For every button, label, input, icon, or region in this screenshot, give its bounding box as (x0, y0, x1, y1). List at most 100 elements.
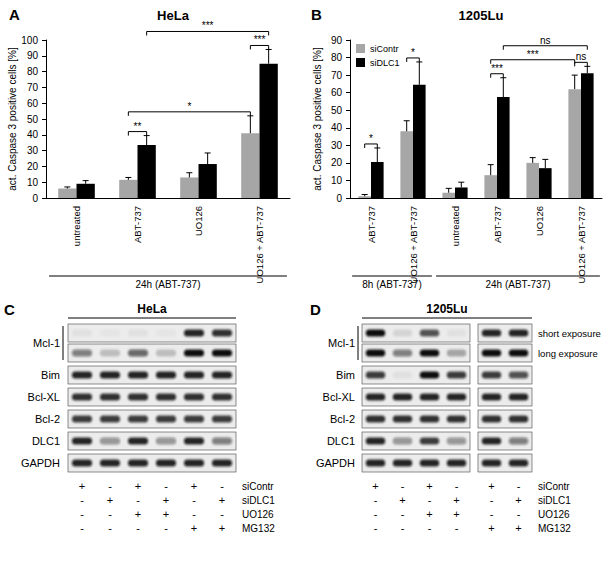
svg-text:ABT-737: ABT-737 (132, 206, 143, 243)
svg-text:UO126 + ABT-737: UO126 + ABT-737 (576, 206, 587, 283)
svg-text:UO126 + ABT-737: UO126 + ABT-737 (254, 206, 265, 283)
svg-text:30: 30 (27, 145, 39, 156)
svg-text:siDLC1: siDLC1 (538, 495, 571, 506)
svg-text:-: - (164, 522, 168, 534)
svg-text:siContr: siContr (538, 481, 570, 492)
svg-text:+: + (107, 494, 113, 506)
svg-text:-: - (401, 522, 405, 534)
svg-text:90: 90 (331, 35, 343, 46)
svg-text:-: - (220, 480, 224, 492)
svg-text:-: - (401, 480, 405, 492)
svg-text:+: + (135, 508, 141, 520)
svg-text:1205Lu: 1205Lu (459, 8, 504, 23)
svg-text:short exposure: short exposure (538, 328, 601, 339)
svg-text:-: - (136, 494, 140, 506)
svg-text:siContr: siContr (242, 481, 274, 492)
svg-text:-: - (401, 508, 405, 520)
svg-text:24h (ABT-737): 24h (ABT-737) (135, 279, 200, 290)
svg-text:***: *** (254, 34, 266, 45)
svg-text:A: A (9, 6, 20, 23)
svg-text:***: *** (202, 20, 214, 31)
svg-text:GAPDH: GAPDH (316, 457, 355, 469)
svg-text:1205Lu: 1205Lu (426, 302, 467, 316)
svg-text:Bim: Bim (336, 369, 355, 381)
svg-text:act. Caspase 3 positive cells: act. Caspase 3 positive cells [%] (7, 47, 18, 191)
svg-text:-: - (220, 508, 224, 520)
svg-text:DLC1: DLC1 (32, 435, 60, 447)
svg-text:20: 20 (27, 161, 39, 172)
svg-text:-: - (428, 494, 432, 506)
svg-text:DLC1: DLC1 (327, 435, 355, 447)
svg-text:10: 10 (27, 177, 39, 188)
svg-text:0: 0 (336, 193, 342, 204)
svg-text:70: 70 (27, 82, 39, 93)
svg-text:Mcl-1: Mcl-1 (328, 337, 355, 349)
svg-text:50: 50 (27, 114, 39, 125)
svg-text:+: + (163, 494, 169, 506)
svg-text:-: - (80, 522, 84, 534)
svg-text:Bcl-XL: Bcl-XL (323, 391, 355, 403)
svg-text:-: - (490, 494, 494, 506)
svg-text:MG132: MG132 (242, 523, 275, 534)
svg-text:siDLC1: siDLC1 (242, 495, 275, 506)
svg-text:-: - (517, 480, 521, 492)
svg-text:60: 60 (331, 87, 343, 98)
svg-text:+: + (426, 508, 432, 520)
svg-text:GAPDH: GAPDH (21, 457, 60, 469)
svg-text:+: + (79, 480, 85, 492)
svg-text:UO126: UO126 (193, 206, 204, 236)
svg-text:ABT-737: ABT-737 (366, 206, 377, 243)
svg-text:MG132: MG132 (538, 523, 571, 534)
svg-text:8h (ABT-737): 8h (ABT-737) (362, 279, 421, 290)
svg-text:70: 70 (331, 70, 343, 81)
svg-text:Bim: Bim (41, 369, 60, 381)
svg-text:UO126: UO126 (538, 509, 570, 520)
svg-text:-: - (455, 522, 459, 534)
svg-text:+: + (488, 522, 494, 534)
svg-text:HeLa: HeLa (137, 302, 167, 316)
svg-text:-: - (192, 494, 196, 506)
svg-text:-: - (428, 522, 432, 534)
svg-text:*: * (369, 133, 373, 144)
svg-text:ABT-737: ABT-737 (492, 206, 503, 243)
svg-text:siDLC1: siDLC1 (370, 58, 400, 68)
svg-text:Bcl-XL: Bcl-XL (28, 391, 60, 403)
svg-text:24h (ABT-737): 24h (ABT-737) (485, 279, 550, 290)
svg-text:+: + (399, 494, 405, 506)
svg-text:10: 10 (331, 175, 343, 186)
svg-text:UO126: UO126 (242, 509, 274, 520)
svg-text:80: 80 (331, 52, 343, 63)
svg-text:D: D (310, 301, 321, 318)
svg-text:+: + (515, 494, 521, 506)
svg-text:+: + (372, 480, 378, 492)
svg-text:+: + (191, 480, 197, 492)
svg-text:*: * (411, 47, 415, 58)
svg-text:30: 30 (331, 140, 343, 151)
svg-text:-: - (490, 508, 494, 520)
svg-text:+: + (163, 508, 169, 520)
svg-text:Bcl-2: Bcl-2 (330, 413, 355, 425)
svg-text:+: + (453, 494, 459, 506)
svg-text:-: - (164, 480, 168, 492)
svg-text:untreated: untreated (71, 206, 82, 246)
svg-text:+: + (515, 522, 521, 534)
svg-text:60: 60 (27, 98, 39, 109)
svg-text:HeLa: HeLa (157, 8, 190, 23)
svg-text:Bcl-2: Bcl-2 (35, 413, 60, 425)
svg-text:90: 90 (27, 50, 39, 61)
svg-text:siContr: siContr (370, 44, 399, 54)
svg-text:C: C (4, 301, 15, 318)
svg-text:-: - (136, 522, 140, 534)
svg-text:-: - (108, 480, 112, 492)
svg-text:untreated: untreated (450, 206, 461, 246)
svg-text:+: + (488, 480, 494, 492)
svg-text:0: 0 (32, 193, 38, 204)
svg-text:B: B (311, 6, 322, 23)
svg-text:100: 100 (21, 35, 38, 46)
svg-text:20: 20 (331, 157, 343, 168)
svg-text:ns: ns (540, 35, 551, 46)
svg-text:***: *** (491, 63, 503, 74)
svg-text:50: 50 (331, 105, 343, 116)
svg-text:40: 40 (331, 122, 343, 133)
svg-text:+: + (135, 480, 141, 492)
